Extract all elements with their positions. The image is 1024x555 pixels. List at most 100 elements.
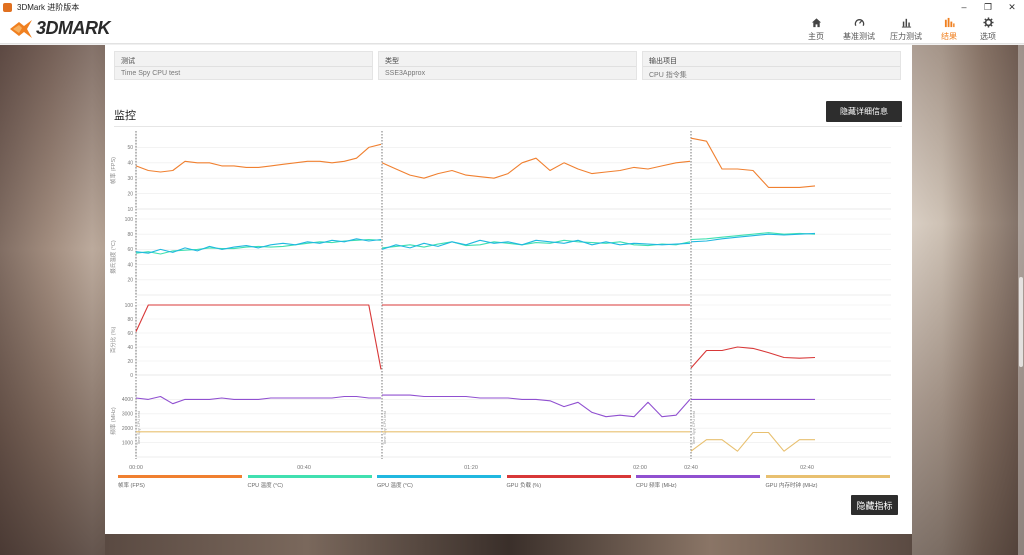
y-tick-label: 80 (127, 317, 133, 323)
y-tick-label: 4000 (122, 397, 133, 403)
legend-item[interactable]: GPU 温度 (°C) (377, 475, 503, 489)
background-right-pillar (912, 45, 1024, 555)
series-line (381, 157, 691, 179)
legend-swatch (377, 475, 501, 478)
info-output: 输出项目 CPU 指令集 (642, 51, 901, 80)
y-tick-label: 20 (127, 278, 133, 284)
info-type-value: SSE3Approx (385, 70, 426, 77)
series-line (690, 232, 816, 241)
nav-stress[interactable]: 压力测试 (884, 14, 928, 44)
series-line (690, 137, 816, 188)
y-tick-label: 50 (127, 145, 133, 151)
close-icon[interactable]: ✕ (1008, 1, 1016, 12)
x-tick-label: 02:40 (684, 465, 698, 471)
monitoring-chart: 50 40 30 20 10 帧率 (FPS) 100 80 60 40 20 摄氏温度 (°C) 10… (105, 129, 912, 475)
info-test: 测试 Time Spy CPU test (114, 51, 373, 80)
info-test-value: Time Spy CPU test (121, 70, 181, 77)
segment-label: Time Spy CPU test (382, 410, 387, 445)
nav-benchmarks[interactable]: 基准测试 (837, 14, 881, 44)
y-tick-label: 0 (130, 373, 133, 379)
home-icon (811, 17, 821, 27)
legend-item[interactable]: CPU 温度 (°C) (247, 475, 374, 489)
x-tick-label: 01:20 (464, 465, 478, 471)
legend-label: GPU 负载 (%) (506, 483, 542, 489)
legend-swatch (636, 475, 760, 478)
hide-metrics-button[interactable]: 隐藏指标 (851, 495, 898, 515)
results-panel: 测试 Time Spy CPU test 类型 SSE3Approx 输出项目 … (105, 45, 912, 534)
legend-item[interactable]: GPU 内存时钟 (MHz) (765, 475, 892, 489)
y-tick-label: 30 (127, 176, 133, 182)
series-line (382, 394, 691, 418)
nav-results-label: 结果 (941, 31, 957, 41)
nav-options[interactable]: 选项 (970, 14, 1006, 44)
series-line (690, 346, 816, 369)
series-line (135, 304, 382, 370)
legend-swatch (118, 475, 242, 478)
logo: 3DMARK (10, 18, 111, 39)
y-tick-label: 100 (125, 217, 134, 223)
background-left-pillar (0, 45, 105, 555)
info-test-label: 测试 (121, 58, 135, 65)
x-tick-label: 02:00 (633, 465, 647, 471)
y-tick-label: 1000 (122, 440, 133, 446)
section-divider (114, 126, 902, 127)
hide-details-button[interactable]: 隐藏详细信息 (826, 101, 902, 122)
y-tick-label: 100 (125, 303, 134, 309)
window-titlebar: 3DMark 进阶版本 – ❐ ✕ (0, 0, 1024, 14)
legend-item[interactable]: 帧率 (FPS) (118, 475, 244, 489)
info-type: 类型 SSE3Approx (378, 51, 637, 80)
x-tick-label: 00:00 (129, 465, 143, 471)
app-icon (3, 2, 12, 12)
legend-item[interactable]: CPU 频率 (MHz) (636, 475, 762, 489)
nav-benchmarks-label: 基准测试 (843, 31, 875, 41)
series-line (135, 143, 382, 173)
series-line (135, 238, 382, 254)
info-type-label: 类型 (385, 58, 399, 65)
window-title: 3DMark 进阶版本 (17, 2, 80, 12)
app-header: 3DMARK 主页 基准测试 压力测试 结果 选项 (0, 14, 1024, 44)
gear-icon (982, 16, 994, 28)
y-tick-label: 80 (127, 232, 133, 238)
y-tick-label: 3000 (122, 412, 133, 418)
logo-flame-icon (10, 19, 32, 38)
y-tick-label: 10 (127, 207, 133, 213)
x-tick-label: 02:40 (800, 465, 814, 471)
legend-label: GPU 温度 (°C) (377, 483, 413, 489)
scrollbar-thumb[interactable] (1019, 277, 1023, 367)
gauge-icon (854, 18, 864, 26)
y-tick-label: 40 (127, 161, 133, 167)
legend-swatch (506, 475, 631, 478)
background-bottom (105, 534, 912, 555)
monitor-title: 监控 (114, 110, 136, 122)
legend-swatch (247, 475, 372, 478)
segment-label: Time Spy CPU test (691, 410, 696, 445)
legend-label: 帧率 (FPS) (118, 483, 145, 489)
series-line (381, 239, 691, 250)
y-axis-label: 百分比 (%) (109, 327, 117, 354)
y-tick-label: 40 (127, 262, 133, 268)
restore-icon[interactable]: ❐ (983, 1, 993, 12)
y-axis-label: 帧率 (FPS) (109, 157, 117, 184)
minimize-icon[interactable]: – (961, 2, 967, 12)
legend-label: CPU 频率 (MHz) (636, 483, 677, 489)
y-tick-label: 60 (127, 331, 133, 337)
segment-label: Time Spy CPU test (136, 410, 141, 445)
nav-home[interactable]: 主页 (798, 14, 834, 44)
page-scrollbar[interactable] (1018, 45, 1024, 555)
nav-results[interactable]: 结果 (931, 14, 967, 44)
nav-options-label: 选项 (980, 31, 996, 41)
chart-legend: 帧率 (FPS) CPU 温度 (°C) GPU 温度 (°C) GPU 负载 (%)… (118, 475, 898, 495)
y-axis-label: 频率 (MHz) (109, 407, 117, 435)
stress-chart-icon (901, 18, 911, 28)
x-tick-label: 00:40 (297, 465, 311, 471)
info-output-label: 输出项目 (649, 58, 677, 65)
y-tick-label: 2000 (122, 426, 133, 432)
legend-item[interactable]: GPU 负载 (%) (506, 475, 633, 489)
nav-stress-label: 压力测试 (890, 31, 922, 41)
monitoring-chart-svg: 50 40 30 20 10 帧率 (FPS) 100 80 60 40 20 摄氏温度 (°C) 10… (109, 131, 891, 471)
logo-text: 3DMARK (36, 18, 111, 38)
y-tick-label: 20 (127, 191, 133, 197)
series-line (690, 232, 816, 243)
legend-label: GPU 内存时钟 (MHz) (765, 483, 818, 489)
legend-label: CPU 温度 (°C) (247, 483, 284, 489)
